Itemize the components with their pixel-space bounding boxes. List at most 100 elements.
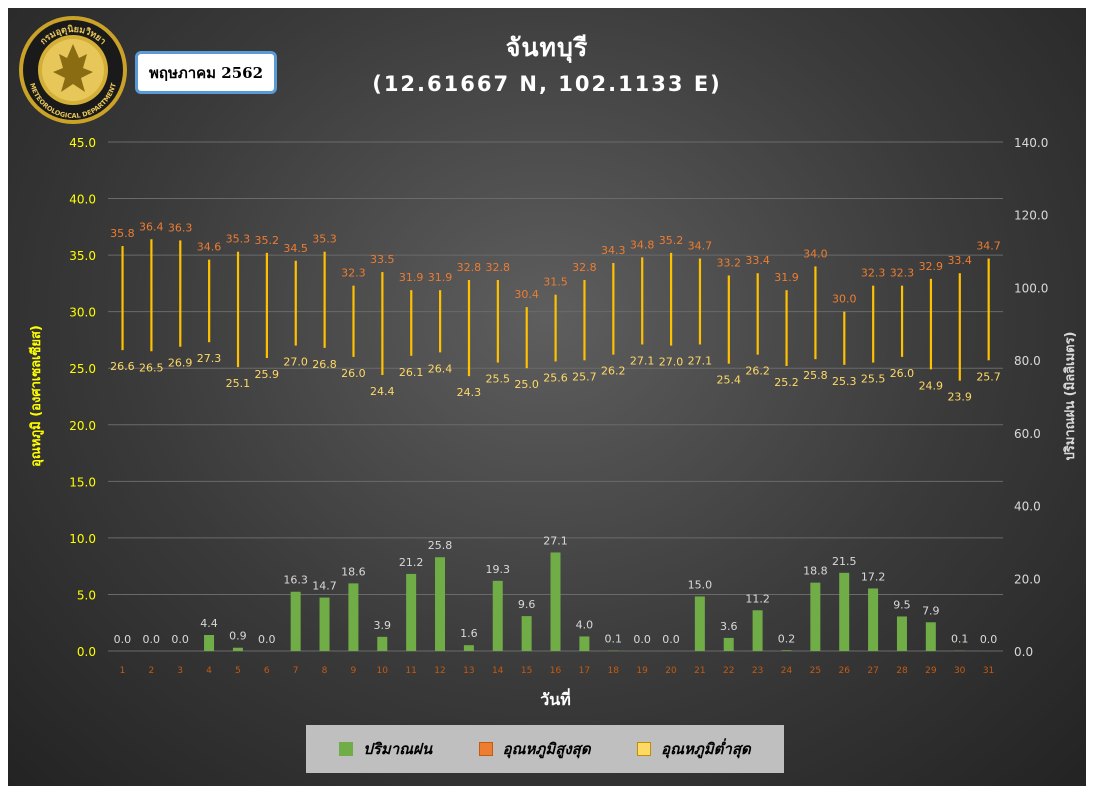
chart-title: จันทบุรี <box>505 33 589 62</box>
x-tick-label: 8 <box>322 666 328 676</box>
legend-label-max-temp: อุณหภูมิสูงสุด <box>502 740 591 758</box>
max-temp-data-label: 32.3 <box>861 267 886 280</box>
y-right-tick-label: 20.0 <box>1014 572 1041 586</box>
rain-bar <box>752 610 763 651</box>
x-tick-label: 16 <box>550 666 562 676</box>
rain-data-label: 0.0 <box>114 633 132 646</box>
legend-swatch-rain <box>339 742 354 756</box>
y-right-axis-title: ปริมาณฝน (มิลลิเมตร) <box>1063 331 1078 460</box>
max-temp-data-label: 35.3 <box>226 233 251 246</box>
max-temp-data-label: 31.5 <box>543 276 568 289</box>
max-temp-data-label: 34.8 <box>630 238 655 251</box>
y-left-tick-label: 10.0 <box>69 532 96 546</box>
rain-bar <box>232 647 243 651</box>
x-tick-label: 21 <box>694 666 705 676</box>
temp-range-bar <box>669 252 673 346</box>
temp-range-bar <box>265 252 268 359</box>
y-left-tick-label: 15.0 <box>69 475 96 489</box>
min-temp-data-label: 24.4 <box>370 385 395 398</box>
rain-data-label: 25.8 <box>428 539 453 552</box>
rain-data-label: 0.1 <box>951 633 969 646</box>
rain-data-label: 0.0 <box>171 633 189 646</box>
rain-data-label: 3.6 <box>720 620 738 633</box>
min-temp-data-label: 25.6 <box>543 371 568 384</box>
max-temp-data-label: 34.7 <box>688 240 713 253</box>
rain-data-label: 1.6 <box>460 627 478 640</box>
min-temp-data-label: 25.9 <box>255 368 280 381</box>
rain-data-label: 0.2 <box>778 632 796 645</box>
x-tick-label: 6 <box>264 666 270 676</box>
min-temp-data-label: 26.0 <box>341 367 366 380</box>
max-temp-data-label: 34.5 <box>283 242 308 255</box>
x-tick-label: 15 <box>521 666 532 676</box>
x-tick-label: 22 <box>723 666 734 676</box>
legend-label-min-temp: อุณหภูมิต่ำสุด <box>661 740 751 758</box>
x-tick-label: 9 <box>351 666 357 676</box>
legend-item-rain: ปริมาณฝน <box>339 737 432 761</box>
month-label: พฤษภาคม 2562 <box>135 51 277 94</box>
legend-item-min-temp: อุณหภูมิต่ำสุด <box>637 737 751 761</box>
rain-data-label: 0.0 <box>633 633 651 646</box>
max-temp-data-label: 33.4 <box>745 254 770 267</box>
rain-data-label: 4.0 <box>576 618 594 631</box>
min-temp-data-label: 23.9 <box>947 391 972 404</box>
max-temp-data-label: 35.2 <box>255 234 280 247</box>
min-temp-data-label: 25.2 <box>774 376 799 389</box>
x-tick-label: 10 <box>377 666 389 676</box>
min-temp-data-label: 25.5 <box>861 373 886 386</box>
x-tick-label: 25 <box>810 666 821 676</box>
temp-range-bar <box>987 258 990 361</box>
rain-data-label: 16.3 <box>283 574 308 587</box>
rain-data-label: 9.6 <box>518 598 536 611</box>
y-right-tick-label: 40.0 <box>1014 500 1041 514</box>
min-temp-data-label: 27.3 <box>197 352 222 365</box>
y-right-tick-label: 0.0 <box>1014 645 1033 659</box>
rain-data-label: 19.3 <box>486 563 511 576</box>
max-temp-data-label: 35.2 <box>659 234 684 247</box>
min-temp-data-label: 24.9 <box>919 379 944 392</box>
min-temp-data-label: 25.8 <box>803 369 828 382</box>
rain-bar <box>290 591 301 651</box>
min-temp-data-label: 26.1 <box>399 366 424 379</box>
max-temp-data-label: 34.3 <box>601 244 626 257</box>
rain-bar <box>319 597 330 651</box>
min-temp-data-label: 24.3 <box>457 386 482 399</box>
max-temp-data-label: 30.4 <box>514 288 539 301</box>
temp-range-bar <box>900 285 904 357</box>
min-temp-data-label: 27.0 <box>283 356 308 369</box>
rain-data-label: 15.0 <box>688 578 713 591</box>
temp-range-bar <box>323 251 326 348</box>
x-axis-title: วันที่ <box>540 688 570 709</box>
x-tick-label: 28 <box>896 666 908 676</box>
y-right-tick-label: 60.0 <box>1014 427 1041 441</box>
legend-swatch-min-temp <box>637 742 652 756</box>
max-temp-data-label: 33.4 <box>947 254 972 267</box>
rain-bar <box>781 650 792 651</box>
rain-data-label: 0.0 <box>258 633 276 646</box>
x-tick-label: 24 <box>781 666 793 676</box>
y-right-tick-label: 140.0 <box>1014 136 1048 150</box>
rain-data-label: 18.8 <box>803 565 828 578</box>
rain-bar <box>492 580 503 651</box>
x-tick-label: 30 <box>954 666 966 676</box>
max-temp-data-label: 31.9 <box>774 271 799 284</box>
y-right-tick-label: 120.0 <box>1014 209 1048 223</box>
meteorological-department-seal-icon: กรมอุตุนิยมวิทยา METEOROLOGICAL DEPARTME… <box>19 16 127 124</box>
min-temp-data-label: 25.7 <box>976 370 1001 383</box>
y-left-tick-label: 40.0 <box>69 193 96 207</box>
temp-range-bar <box>236 251 240 368</box>
rain-data-label: 21.2 <box>399 556 424 569</box>
x-tick-label: 19 <box>636 666 648 676</box>
max-temp-data-label: 33.5 <box>370 253 395 266</box>
max-temp-data-label: 34.6 <box>197 241 222 254</box>
max-temp-data-label: 32.8 <box>486 261 511 274</box>
temp-range-bar <box>554 294 557 362</box>
temp-range-bar <box>727 275 730 364</box>
x-tick-label: 20 <box>665 666 677 676</box>
min-temp-data-label: 25.3 <box>832 375 857 388</box>
temp-range-bar <box>208 259 211 343</box>
temp-range-bar <box>814 266 817 360</box>
temp-range-bar <box>179 240 182 347</box>
temp-range-bar <box>785 290 788 366</box>
